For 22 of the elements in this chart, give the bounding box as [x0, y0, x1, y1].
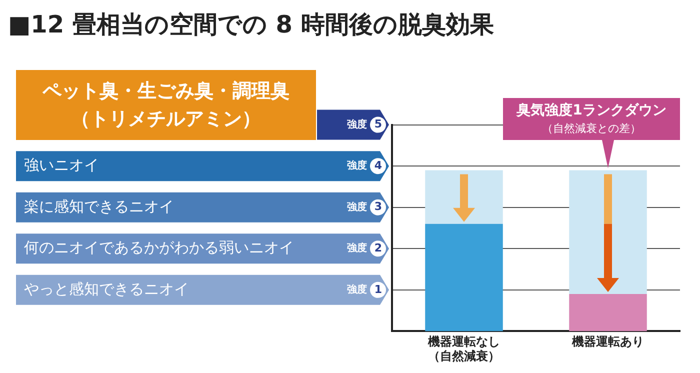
- y-tick-label: 4: [374, 158, 382, 172]
- text: 強度: [347, 160, 367, 172]
- text: 強度: [347, 200, 367, 213]
- text: やっと感知できるニオイ: [24, 280, 189, 298]
- chart-title: ■12 畳相当の空間での 8 時間後の脱臭効果: [8, 10, 494, 39]
- text: ペット臭・生ごみ臭・調理臭（トリメチルアミン）: [42, 80, 290, 130]
- text: 強度: [347, 118, 367, 130]
- text: 楽に感知できるニオイ: [24, 197, 174, 216]
- y-tick-label: 1: [374, 282, 382, 296]
- text: 強度: [347, 242, 367, 254]
- annotation: 臭気強度1ランクダウン（自然減衰との差）: [516, 102, 666, 135]
- y-tick-label: 3: [374, 200, 382, 214]
- text: 強いニオイ: [24, 156, 99, 174]
- y-tick-label: 5: [374, 118, 382, 131]
- bar: [569, 170, 647, 294]
- bar: [569, 294, 647, 332]
- text: 強度: [347, 284, 367, 296]
- bar: [425, 224, 503, 332]
- x-tick-label: 機器運転なし（自然減衰）: [427, 334, 500, 363]
- text: 何のニオイであるかがわかる弱いニオイ: [24, 238, 294, 257]
- y-tick-label: 2: [374, 242, 382, 254]
- x-tick-label: 機器運転あり: [571, 334, 644, 349]
